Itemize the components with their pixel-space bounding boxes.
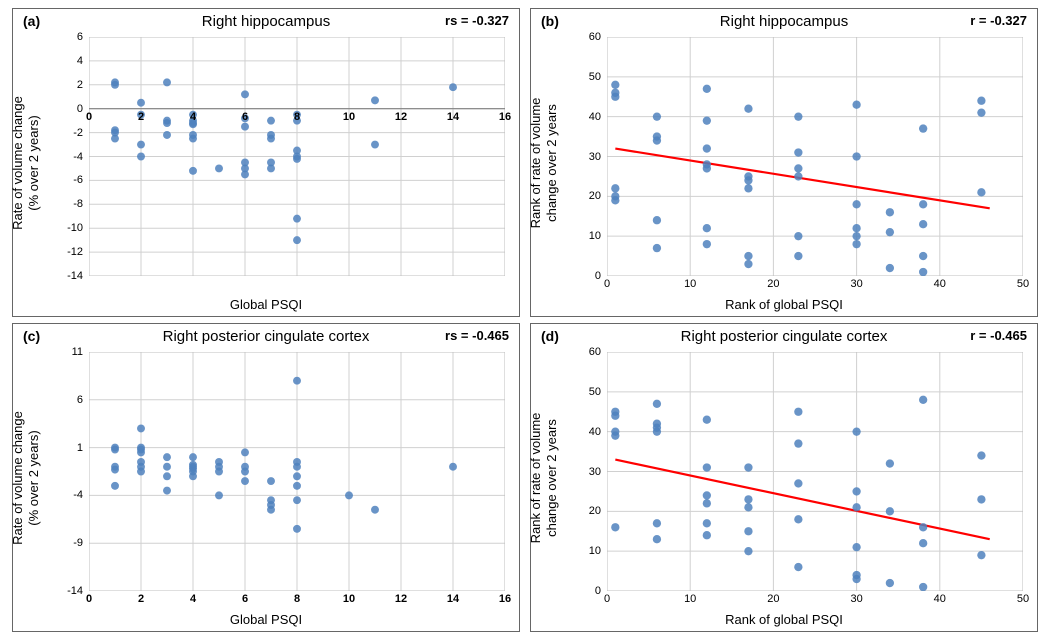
x-tick-label: 6 bbox=[242, 111, 248, 123]
x-tick-label: 16 bbox=[499, 111, 511, 123]
x-tick-label: 16 bbox=[499, 593, 511, 605]
panel-title: Right posterior cingulate cortex bbox=[681, 328, 888, 345]
x-tick-label: 10 bbox=[343, 111, 355, 123]
y-tick-label: 0 bbox=[595, 585, 601, 597]
y-tick-label: 4 bbox=[77, 55, 83, 67]
y-tick-label: -14 bbox=[67, 585, 83, 597]
x-tick-label: 2 bbox=[138, 593, 144, 605]
x-tick-label: 4 bbox=[190, 111, 196, 123]
y-tick-label: -4 bbox=[73, 151, 83, 163]
y-tick-label: -10 bbox=[67, 222, 83, 234]
y-tick-label: 20 bbox=[589, 505, 601, 517]
x-tick-label: 30 bbox=[850, 278, 862, 290]
x-tick-label: 2 bbox=[138, 111, 144, 123]
panel-title: Right posterior cingulate cortex bbox=[163, 328, 370, 345]
y-tick-label: -8 bbox=[73, 198, 83, 210]
y-tick-label: 20 bbox=[589, 190, 601, 202]
y-tick-label: 40 bbox=[589, 426, 601, 438]
panel-stat: r = -0.327 bbox=[970, 13, 1027, 28]
plot-area: 010203040506001020304050 bbox=[607, 37, 1023, 276]
y-axis-label: Rate of volume change (% over 2 years) bbox=[10, 96, 41, 230]
x-tick-label: 20 bbox=[767, 593, 779, 605]
panel-d: (d) Right posterior cingulate cortex r = -… bbox=[530, 323, 1038, 632]
panel-stat: r = -0.465 bbox=[970, 328, 1027, 343]
panel-title: Right hippocampus bbox=[202, 13, 330, 30]
x-tick-label: 6 bbox=[242, 593, 248, 605]
y-tick-label: 60 bbox=[589, 31, 601, 43]
y-tick-label: -6 bbox=[73, 174, 83, 186]
x-axis-label: Global PSQI bbox=[230, 612, 302, 627]
x-tick-label: 20 bbox=[767, 278, 779, 290]
panel-label: (a) bbox=[23, 13, 40, 29]
x-tick-label: 14 bbox=[447, 111, 459, 123]
y-tick-label: 60 bbox=[589, 346, 601, 358]
x-tick-label: 10 bbox=[343, 593, 355, 605]
x-axis-label: Rank of global PSQI bbox=[725, 297, 843, 312]
y-tick-label: 50 bbox=[589, 71, 601, 83]
x-tick-label: 50 bbox=[1017, 593, 1029, 605]
x-tick-label: 4 bbox=[190, 593, 196, 605]
y-tick-label: 11 bbox=[72, 346, 83, 358]
plot-area: -14-9-416110246810121416 bbox=[89, 352, 505, 591]
y-tick-label: 2 bbox=[77, 79, 83, 91]
x-tick-label: 40 bbox=[934, 593, 946, 605]
y-tick-label: 0 bbox=[595, 270, 601, 282]
x-axis-label: Rank of global PSQI bbox=[725, 612, 843, 627]
y-axis-label: Rate of volume change (% over 2 years) bbox=[10, 411, 41, 545]
y-tick-label: 30 bbox=[589, 466, 601, 478]
y-tick-label: -9 bbox=[73, 537, 83, 549]
y-tick-label: 10 bbox=[589, 545, 601, 557]
panel-a: (a) Right hippocampus rs = -0.327 Rate of v… bbox=[12, 8, 520, 317]
y-tick-label: -12 bbox=[67, 246, 83, 258]
y-tick-label: -4 bbox=[73, 489, 83, 501]
y-tick-label: 6 bbox=[77, 394, 83, 406]
figure: (a) Right hippocampus rs = -0.327 Rate of v… bbox=[0, 0, 1050, 640]
x-tick-label: 40 bbox=[934, 278, 946, 290]
x-tick-label: 0 bbox=[604, 278, 610, 290]
y-tick-label: 6 bbox=[77, 31, 83, 43]
x-tick-label: 10 bbox=[684, 593, 696, 605]
panel-stat: rs = -0.465 bbox=[445, 328, 509, 343]
plot-area: 010203040506001020304050 bbox=[607, 352, 1023, 591]
x-tick-label: 0 bbox=[86, 111, 92, 123]
y-tick-label: 0 bbox=[77, 103, 83, 115]
panel-c: (c) Right posterior cingulate cortex rs = … bbox=[12, 323, 520, 632]
x-tick-label: 12 bbox=[395, 111, 407, 123]
panel-title: Right hippocampus bbox=[720, 13, 848, 30]
x-tick-label: 0 bbox=[86, 593, 92, 605]
y-axis-label: Rank of rate of volume change over 2 yea… bbox=[528, 97, 559, 228]
x-tick-label: 14 bbox=[447, 593, 459, 605]
x-axis-label: Global PSQI bbox=[230, 297, 302, 312]
x-tick-label: 12 bbox=[395, 593, 407, 605]
x-tick-label: 50 bbox=[1017, 278, 1029, 290]
y-tick-label: -2 bbox=[73, 127, 83, 139]
y-tick-label: 50 bbox=[589, 386, 601, 398]
y-tick-label: 40 bbox=[589, 111, 601, 123]
x-tick-label: 30 bbox=[850, 593, 862, 605]
panel-b: (b) Right hippocampus r = -0.327 Rank of ra… bbox=[530, 8, 1038, 317]
panel-label: (b) bbox=[541, 13, 559, 29]
y-tick-label: 10 bbox=[589, 230, 601, 242]
x-tick-label: 10 bbox=[684, 278, 696, 290]
panel-label: (c) bbox=[23, 328, 40, 344]
panel-label: (d) bbox=[541, 328, 559, 344]
y-tick-label: 30 bbox=[589, 151, 601, 163]
plot-area: -14-12-10-8-6-4-202460246810121416 bbox=[89, 37, 505, 276]
x-tick-label: 0 bbox=[604, 593, 610, 605]
y-tick-label: 1 bbox=[77, 442, 83, 454]
y-tick-label: -14 bbox=[67, 270, 83, 282]
x-tick-label: 8 bbox=[294, 593, 300, 605]
x-tick-label: 8 bbox=[294, 111, 300, 123]
y-axis-label: Rank of rate of volume change over 2 yea… bbox=[528, 412, 559, 543]
panel-stat: rs = -0.327 bbox=[445, 13, 509, 28]
